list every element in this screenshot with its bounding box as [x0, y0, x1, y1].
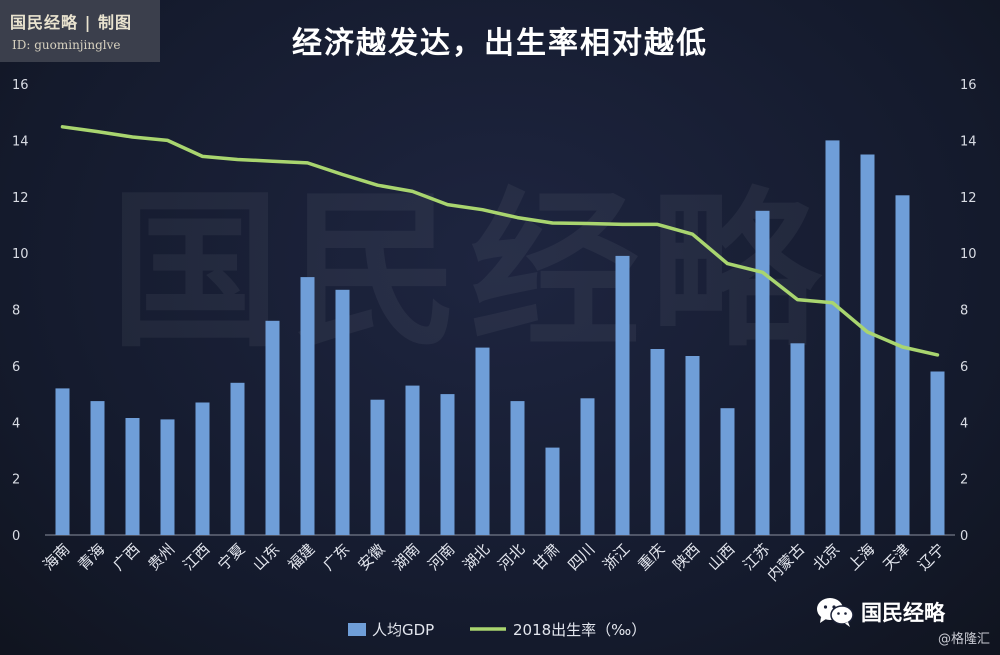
- bar: [335, 289, 350, 535]
- legend-swatch-bar: [348, 623, 366, 636]
- bar: [685, 356, 700, 535]
- bar: [790, 343, 805, 535]
- legend-label-bar: 人均GDP: [372, 621, 434, 639]
- bar: [580, 398, 595, 535]
- x-tick-label: 湖南: [389, 540, 423, 574]
- y-left-tick-label: 12: [12, 191, 29, 206]
- y-left-tick-label: 4: [12, 416, 20, 431]
- brand-badge: 国民经略 | 制图 ID: guominjinglve: [0, 0, 160, 62]
- chart-title: 经济越发达，出生率相对越低: [292, 26, 708, 61]
- bar: [825, 140, 840, 535]
- brand-logo: 国民经略: [815, 596, 945, 628]
- x-tick-label: 山东: [249, 540, 283, 574]
- bar: [370, 399, 385, 535]
- y-left-tick-label: 10: [12, 247, 29, 262]
- bar: [475, 347, 490, 535]
- x-tick-label: 浙江: [599, 540, 633, 574]
- x-tick-label: 广西: [109, 540, 143, 574]
- x-tick-label: 广东: [319, 540, 353, 574]
- logo-text: 国民经略: [861, 601, 945, 625]
- x-tick-label: 贵州: [144, 540, 178, 574]
- y-left-tick-label: 2: [12, 473, 20, 488]
- y-left-tick-label: 0: [12, 529, 20, 544]
- y-left-tick-label: 8: [12, 304, 20, 319]
- bar: [230, 382, 245, 535]
- x-tick-label: 四川: [564, 540, 598, 574]
- y-right-tick-label: 2: [960, 473, 968, 488]
- bar: [650, 349, 665, 535]
- birth-rate-line: [60, 125, 940, 357]
- x-tick-label: 江西: [179, 540, 213, 574]
- x-tick-label: 上海: [844, 540, 878, 574]
- bar: [720, 408, 735, 535]
- bar: [510, 401, 525, 535]
- y-left-tick-label: 14: [12, 134, 29, 149]
- x-tick-label: 河南: [424, 540, 458, 574]
- x-tick-label: 内蒙古: [764, 540, 809, 585]
- bar: [930, 371, 945, 535]
- bar: [300, 277, 315, 535]
- x-tick-label: 安徽: [354, 540, 388, 574]
- x-tick-label: 甘肃: [529, 540, 563, 574]
- legend-label-line: 2018出生率（‰）: [513, 621, 646, 639]
- x-tick-label: 北京: [809, 540, 843, 574]
- bar: [55, 388, 70, 535]
- x-tick-label: 辽宁: [914, 540, 948, 574]
- x-tick-label: 天津: [879, 540, 913, 574]
- wechat-icon: [817, 598, 854, 627]
- x-tick-label: 陕西: [669, 540, 703, 574]
- bar: [90, 401, 105, 535]
- bar: [755, 210, 770, 536]
- bar: [125, 418, 140, 535]
- x-tick-label: 宁夏: [214, 540, 248, 574]
- bar: [545, 447, 560, 535]
- y-right-tick-label: 12: [960, 191, 977, 206]
- bar: [195, 402, 210, 535]
- y-right-tick-label: 0: [960, 529, 968, 544]
- x-tick-label: 青海: [74, 540, 108, 574]
- bar: [265, 320, 280, 535]
- credit-text: @格隆汇: [938, 632, 991, 647]
- legend: 人均GDP 2018出生率（‰）: [348, 621, 646, 639]
- bar: [440, 394, 455, 535]
- bar-series: [55, 140, 945, 536]
- bar: [160, 419, 175, 535]
- bar: [405, 385, 420, 535]
- x-tick-label: 重庆: [634, 540, 668, 574]
- bar: [895, 195, 910, 536]
- y-right-tick-label: 6: [960, 360, 968, 375]
- watermark-text: 国民经略: [110, 171, 830, 371]
- x-tick-label: 湖北: [459, 540, 493, 574]
- y-right-tick-label: 10: [960, 247, 977, 262]
- bar: [615, 255, 630, 535]
- x-tick-label: 河北: [494, 540, 528, 574]
- badge-id-text: ID: guominjinglve: [12, 38, 121, 52]
- x-tick-label: 福建: [284, 540, 318, 574]
- line-series: [60, 125, 940, 357]
- bar: [860, 154, 875, 535]
- y-right-tick-label: 16: [960, 78, 977, 93]
- y-right-tick-label: 14: [960, 134, 977, 149]
- x-tick-label: 海南: [39, 540, 73, 574]
- y-right-tick-label: 4: [960, 416, 968, 431]
- y-left-tick-label: 6: [12, 360, 20, 375]
- y-left-tick-label: 16: [12, 78, 29, 93]
- x-tick-label: 山西: [704, 540, 738, 574]
- badge-brand-text: 国民经略 | 制图: [10, 13, 132, 32]
- y-right-tick-label: 8: [960, 304, 968, 319]
